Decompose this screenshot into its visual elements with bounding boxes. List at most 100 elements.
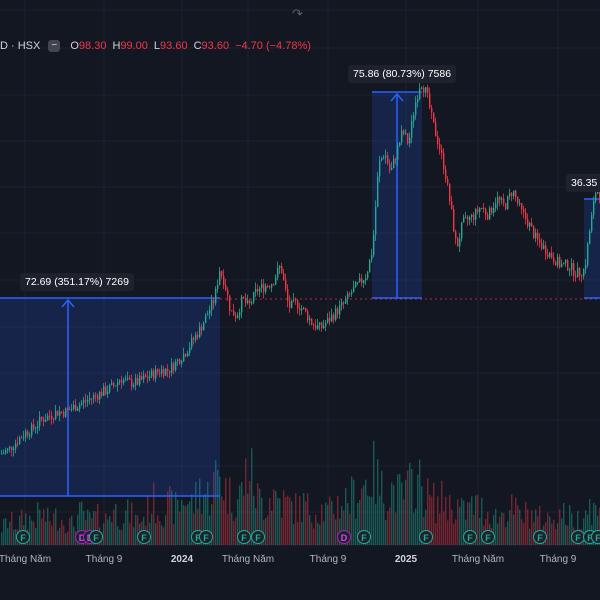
volume-bar-137	[275, 490, 277, 545]
volume-bar-51	[103, 523, 105, 545]
event-marker-f-3[interactable]: F	[89, 530, 103, 544]
volume-bar-78	[157, 515, 159, 545]
candle-body-238	[477, 209, 479, 212]
event-marker-f-8[interactable]: F	[251, 530, 265, 544]
candle-body-117	[235, 315, 237, 318]
ohlc-high-value: 99.00	[120, 40, 148, 52]
candle-body-219	[439, 143, 441, 150]
candle-body-158	[317, 324, 319, 329]
volume-bar-237	[475, 495, 477, 545]
candle-body-268	[537, 232, 539, 240]
volume-bar-292	[585, 510, 587, 545]
candle-body-101	[203, 323, 205, 331]
candle-body-4	[9, 446, 11, 449]
candle-body-72	[145, 375, 147, 377]
event-marker-f-13[interactable]: F	[481, 530, 495, 544]
candle-body-74	[149, 376, 151, 379]
candle-body-255	[511, 193, 513, 197]
event-marker-d-9[interactable]: D	[337, 530, 351, 544]
candle-body-157	[315, 325, 317, 329]
candle-body-172	[345, 299, 347, 304]
volume-bar-16	[33, 521, 35, 545]
candle-body-200	[401, 130, 403, 143]
candle-body-60	[121, 380, 123, 384]
event-marker-f-6[interactable]: F	[199, 530, 213, 544]
volume-bar-3	[7, 528, 9, 545]
volume-bar-297	[595, 505, 597, 545]
candle-body-213	[427, 87, 429, 94]
volume-bar-138	[277, 497, 279, 545]
volume-bar-170	[341, 505, 343, 545]
event-marker-f-10[interactable]: F	[357, 530, 371, 544]
event-marker-f-14[interactable]: F	[533, 530, 547, 544]
measure-label-3: 36.35 (	[566, 174, 600, 192]
event-marker-f-15[interactable]: F	[571, 530, 585, 544]
x-tick-4: Tháng Năm	[221, 554, 275, 565]
volume-bar-267	[535, 509, 537, 545]
volume-bar-235	[471, 496, 473, 545]
candle-body-241	[483, 207, 485, 209]
volume-bar-91	[183, 505, 185, 545]
candle-body-243	[487, 214, 489, 220]
candle-body-56	[113, 383, 115, 386]
candle-body-173	[347, 293, 349, 300]
candle-body-135	[271, 284, 273, 288]
candle-body-138	[277, 267, 279, 278]
candle-body-102	[205, 315, 207, 324]
volume-bar-142	[285, 496, 287, 545]
candle-body-193	[387, 155, 389, 164]
candle-body-261	[523, 209, 525, 213]
volume-bar-279	[559, 509, 561, 545]
volume-bar-217	[435, 523, 437, 545]
candle-body-88	[177, 359, 179, 362]
candle-body-8	[17, 443, 19, 445]
volume-bar-172	[345, 488, 347, 545]
candle-body-199	[399, 142, 401, 147]
collapse-button[interactable]: −	[48, 40, 61, 52]
volume-bar-204	[409, 462, 411, 545]
candle-body-152	[305, 307, 307, 312]
volume-bar-35	[71, 515, 73, 545]
candle-body-151	[303, 307, 305, 309]
volume-bar-253	[507, 521, 509, 545]
candle-body-130	[261, 284, 263, 289]
event-marker-f-12[interactable]: F	[463, 530, 477, 544]
candle-body-18	[37, 426, 39, 429]
event-marker-f-11[interactable]: F	[419, 530, 433, 544]
candle-body-196	[393, 159, 395, 169]
candle-body-263	[527, 219, 529, 227]
candle-body-249	[499, 197, 501, 200]
event-marker-f-17[interactable]: F	[591, 530, 600, 544]
candle-body-287	[575, 275, 577, 278]
candle-body-62	[125, 378, 127, 380]
candle-body-170	[341, 302, 343, 306]
volume-bar-54	[109, 516, 111, 545]
event-marker-f-0[interactable]: F	[16, 530, 30, 544]
volume-bar-168	[337, 496, 339, 545]
candle-body-22	[45, 420, 47, 422]
volume-bar-163	[327, 504, 329, 545]
volume-bar-33	[67, 531, 69, 545]
measure-label-2: 75.86 (80.73%) 7586	[348, 65, 457, 83]
symbol-name[interactable]: D · HSX	[0, 40, 41, 52]
candle-body-127	[255, 288, 257, 292]
candle-body-284	[569, 269, 571, 271]
candle-body-121	[243, 296, 245, 299]
candle-body-66	[133, 385, 135, 387]
volume-bar-6	[13, 530, 15, 545]
volume-bar-194	[389, 507, 391, 545]
candle-body-160	[321, 322, 323, 329]
volume-bar-219	[439, 513, 441, 545]
event-marker-f-7[interactable]: F	[237, 530, 251, 544]
x-tick-6: 2025	[394, 554, 418, 565]
volume-bar-229	[459, 506, 461, 545]
volume-bar-119	[239, 485, 241, 545]
measure-boxes	[0, 91, 600, 497]
candle-body-166	[333, 314, 335, 320]
redo-icon[interactable]: ↷	[292, 6, 303, 21]
candle-body-206	[413, 115, 415, 122]
event-marker-f-4[interactable]: F	[137, 530, 151, 544]
candle-body-183	[367, 272, 369, 278]
volume-bar-99	[199, 478, 201, 545]
